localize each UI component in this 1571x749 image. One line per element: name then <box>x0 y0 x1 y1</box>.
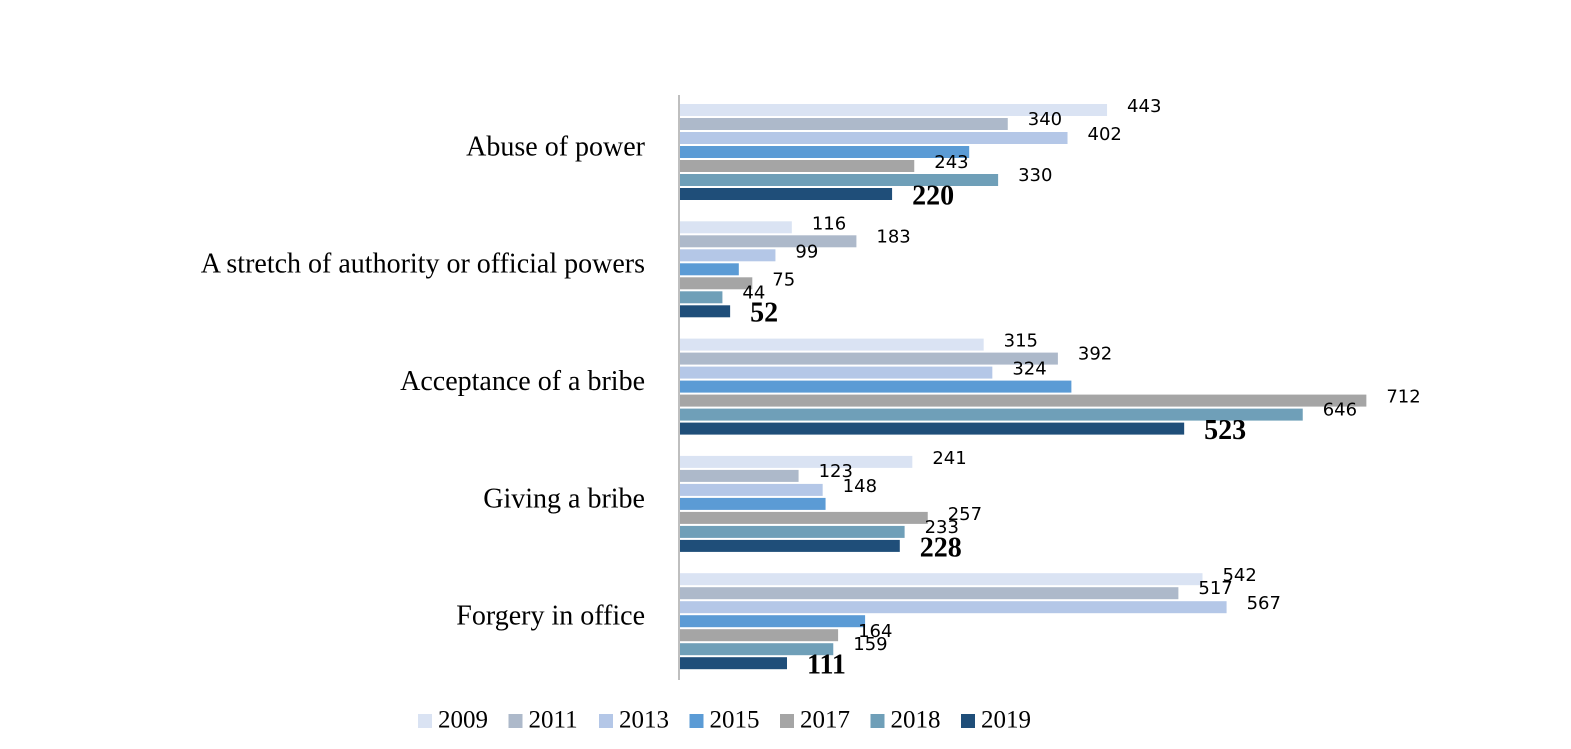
data-label: 330 <box>1018 165 1052 186</box>
data-label: 111 <box>807 650 846 681</box>
data-label: 523 <box>1204 415 1246 446</box>
data-label: 340 <box>1028 109 1062 130</box>
data-label: 392 <box>1078 344 1112 365</box>
bar <box>680 657 788 670</box>
bar <box>680 291 723 304</box>
bar <box>680 305 731 318</box>
category-label: Giving a bribe <box>483 483 645 514</box>
legend-label: 2018 <box>891 707 941 734</box>
bar <box>680 601 1227 614</box>
legend-swatch <box>508 714 523 728</box>
legend-label: 2015 <box>710 707 760 734</box>
legend-swatch <box>780 714 794 728</box>
bar <box>680 277 753 290</box>
data-label: 233 <box>925 517 959 538</box>
category-label: A stretch of authority or official power… <box>201 249 645 280</box>
bar <box>680 188 893 200</box>
data-label: 542 <box>1222 565 1256 586</box>
data-label: 324 <box>1012 359 1046 380</box>
bar <box>680 587 1179 600</box>
bar <box>680 511 928 524</box>
bar <box>680 249 776 262</box>
data-label: 183 <box>876 226 910 247</box>
data-label: 243 <box>934 152 968 173</box>
data-label: 517 <box>1198 578 1232 599</box>
data-label: 443 <box>1127 96 1161 117</box>
bar <box>680 573 1203 586</box>
legend-label: 2017 <box>800 707 850 734</box>
bar <box>680 539 900 552</box>
data-label: 257 <box>948 504 982 525</box>
bar <box>680 146 970 158</box>
category-label: Forgery in office <box>456 601 645 632</box>
bar <box>680 263 739 276</box>
bar <box>680 132 1068 144</box>
bar <box>680 104 1108 116</box>
data-label: 148 <box>843 476 877 497</box>
bar <box>680 338 984 351</box>
bar <box>680 497 826 510</box>
bar <box>680 118 1008 130</box>
data-label: 99 <box>795 241 818 262</box>
legend-swatch <box>689 714 704 728</box>
bar <box>680 483 823 496</box>
legend-label: 2009 <box>438 707 488 734</box>
data-label: 228 <box>920 532 962 563</box>
data-label: 241 <box>932 448 966 469</box>
data-label: 123 <box>819 461 853 482</box>
data-label: 567 <box>1247 593 1281 614</box>
bar <box>680 366 993 379</box>
bar <box>680 615 866 628</box>
legend-swatch <box>599 714 613 728</box>
bar <box>680 422 1185 435</box>
category-label: Abuse of power <box>466 131 646 162</box>
data-label: 315 <box>1004 331 1038 352</box>
data-label: 712 <box>1386 387 1420 408</box>
bar <box>680 629 839 642</box>
data-label: 402 <box>1088 124 1122 145</box>
bar <box>680 394 1367 407</box>
legend-label: 2013 <box>619 707 669 734</box>
data-label: 75 <box>772 269 795 290</box>
bar <box>680 408 1303 421</box>
category-label: Acceptance of a bribe <box>400 366 645 397</box>
bar <box>680 455 913 468</box>
data-label: 164 <box>858 621 892 642</box>
bar <box>680 643 834 656</box>
legend-swatch <box>870 714 885 728</box>
bar <box>680 160 915 172</box>
bar <box>680 380 1072 393</box>
bar <box>680 525 905 538</box>
data-label: 116 <box>812 213 846 234</box>
data-label: 646 <box>1323 400 1357 421</box>
legend-swatch <box>961 714 975 728</box>
data-label: 44 <box>742 282 765 303</box>
data-label: 159 <box>853 634 887 655</box>
bar <box>680 235 857 248</box>
legend-label: 2011 <box>529 707 578 734</box>
data-label: 220 <box>912 180 954 211</box>
bar <box>680 221 792 234</box>
bar <box>680 352 1058 365</box>
legend-label: 2019 <box>981 707 1031 734</box>
data-label: 52 <box>750 298 778 329</box>
bar <box>680 469 799 482</box>
bar <box>680 174 999 186</box>
legend-swatch <box>418 714 432 728</box>
